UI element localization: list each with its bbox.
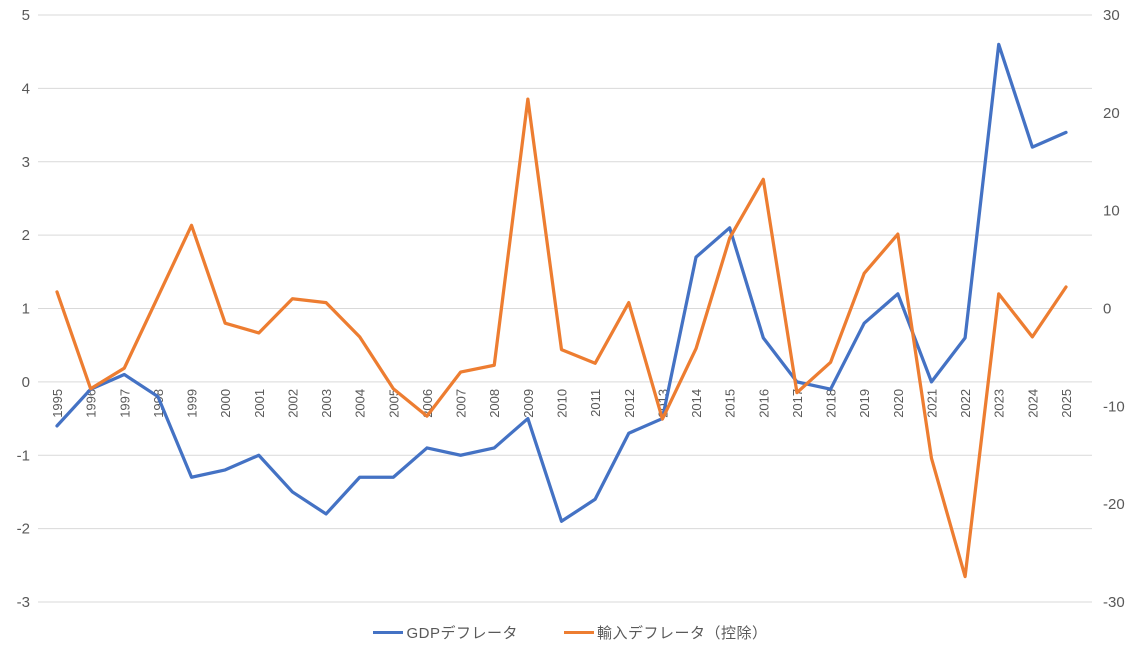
left-axis-tick-label: 0 [22, 374, 30, 391]
legend-line-swatch-gdp-deflator [373, 631, 404, 634]
left-axis-tick-label: 2 [22, 227, 30, 244]
right-axis-tick-label: 30 [1103, 7, 1120, 24]
x-axis-year-label: 1995 [50, 389, 65, 418]
x-axis-year-label: 2004 [353, 389, 368, 418]
left-axis-tick-label: -1 [17, 447, 30, 464]
right-axis-tick-label: 0 [1103, 301, 1111, 318]
x-axis-year-label: 2023 [992, 389, 1007, 418]
right-axis-tick-label: 20 [1103, 105, 1120, 122]
left-axis-tick-label: -3 [17, 594, 30, 611]
x-axis-year-label: 2020 [891, 389, 906, 418]
x-axis-year-label: 2012 [622, 389, 637, 418]
legend-item-import-deflator: 輸入デフレータ（控除） [564, 622, 768, 643]
x-axis-year-label: 2005 [386, 389, 401, 418]
x-axis-year-label: 1999 [185, 389, 200, 418]
x-axis-year-label: 2025 [1059, 389, 1074, 418]
x-axis-year-label: 2024 [1025, 389, 1040, 418]
x-axis-year-label: 2007 [454, 389, 469, 418]
legend-label-import-deflator: 輸入デフレータ（控除） [597, 625, 768, 642]
x-axis-year-label: 2022 [958, 389, 973, 418]
right-axis-tick-label: -20 [1103, 496, 1125, 513]
x-axis-year-label: 2017 [790, 389, 805, 418]
right-axis-tick-label: 10 [1103, 203, 1120, 220]
x-axis-year-label: 2019 [857, 389, 872, 418]
left-axis-tick-label: 3 [22, 154, 30, 171]
x-axis-year-label: 2002 [285, 389, 300, 418]
left-axis-tick-label: 5 [22, 7, 30, 24]
x-axis-year-label: 2021 [924, 389, 939, 418]
x-axis-year-label: 2001 [252, 389, 267, 418]
x-axis-year-label: 2003 [319, 389, 334, 418]
x-axis-year-label: 2009 [521, 389, 536, 418]
x-axis-year-label: 2000 [218, 389, 233, 418]
x-axis-year-label: 2015 [723, 389, 738, 418]
x-axis-year-label: 2010 [555, 389, 570, 418]
x-axis-year-label: 2018 [824, 389, 839, 418]
x-axis-year-label: 2011 [588, 389, 603, 417]
x-axis-year-label: 2014 [689, 389, 704, 418]
x-axis-year-label: 2016 [756, 389, 771, 418]
right-axis-tick-label: -10 [1103, 398, 1125, 415]
left-axis-tick-label: -2 [17, 521, 30, 538]
x-axis-year-label: 1996 [84, 389, 99, 418]
left-axis-tick-label: 4 [22, 80, 30, 97]
x-axis-year-label: 2008 [487, 389, 502, 418]
legend-item-gdp-deflator: GDPデフレータ [373, 622, 518, 643]
series-line-import-deflator [55, 97, 1068, 579]
series-line-gdp-deflator [55, 42, 1068, 523]
left-axis-tick-label: 1 [22, 301, 30, 318]
right-axis-tick-label: -30 [1103, 594, 1125, 611]
legend-label-gdp-deflator: GDPデフレータ [406, 625, 518, 642]
chart-legend: GDPデフレータ 輸入デフレータ（控除） [0, 622, 1141, 643]
legend-line-swatch-import-deflator [564, 631, 594, 634]
x-axis-year-label: 1997 [117, 389, 132, 418]
